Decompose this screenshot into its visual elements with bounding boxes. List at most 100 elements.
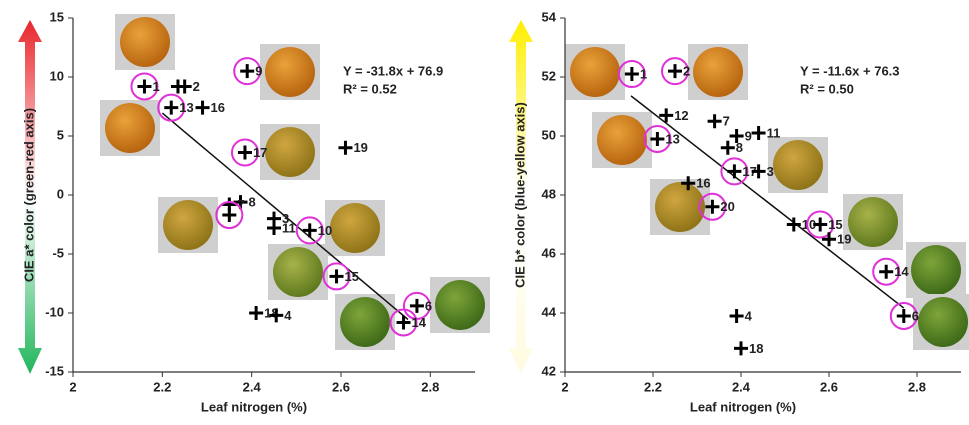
point [330, 269, 344, 283]
x-axis-title: Leaf nitrogen (%) [201, 399, 307, 414]
point-label: 9 [745, 128, 752, 143]
fruit-photo [265, 127, 315, 177]
x-tick-label: 2.6 [332, 379, 350, 394]
fruit-photo [273, 247, 323, 297]
y-tick-label: 10 [50, 68, 64, 83]
x-tick-label: 2.8 [421, 379, 439, 394]
point-label: 11 [767, 125, 781, 140]
point [240, 64, 254, 78]
point [222, 208, 236, 222]
y-tick-label: 5 [57, 127, 64, 142]
x-tick-label: 2.2 [644, 379, 662, 394]
point [668, 64, 682, 78]
point [164, 101, 178, 115]
point-label: 13 [665, 131, 679, 146]
figure: CIE a* color (green-red axis)-15-10-5051… [0, 0, 969, 425]
point-label: 12 [674, 108, 688, 123]
x-tick-label: 2 [561, 379, 568, 394]
point [178, 79, 192, 93]
point [137, 79, 151, 93]
page: CIE a* color (green-red axis)-15-10-5051… [0, 0, 969, 425]
fruit-photo [340, 297, 390, 347]
fruit-photo [848, 197, 898, 247]
r-squared: R² = 0.52 [343, 81, 397, 96]
point-label: 2 [193, 79, 200, 94]
point [196, 101, 210, 115]
equation: Y = -11.6x + 76.3 [800, 63, 900, 78]
y-tick-label: 15 [50, 9, 64, 24]
point [708, 114, 722, 128]
point [238, 146, 252, 160]
point-label: 16 [696, 176, 710, 191]
point-label: 2 [683, 64, 690, 79]
y-tick-label: -10 [45, 304, 64, 319]
x-tick-label: 2.4 [243, 379, 262, 394]
r-squared: R² = 0.50 [800, 81, 854, 96]
point-label: 1 [640, 66, 647, 81]
y-tick-label: 52 [542, 68, 556, 83]
point-label: 7 [723, 114, 730, 129]
x-tick-label: 2.4 [732, 379, 751, 394]
point [267, 221, 281, 235]
point [625, 67, 639, 81]
y-tick-label: -5 [52, 245, 64, 260]
point-label: 6 [912, 308, 919, 323]
fruit-photo [597, 115, 647, 165]
point-label: 3 [767, 164, 774, 179]
fruit-photo [120, 17, 170, 67]
x-tick-label: 2.8 [908, 379, 926, 394]
point-label: 14 [894, 264, 909, 279]
point [727, 164, 741, 178]
point-label: 14 [412, 315, 427, 330]
x-axis-title: Leaf nitrogen (%) [690, 399, 796, 414]
fruit-photo [265, 47, 315, 97]
fruit-photo [163, 200, 213, 250]
y-axis-title: CIE b* color (blue-yellow axis) [512, 102, 527, 288]
equation: Y = -31.8x + 76.9 [343, 63, 443, 78]
point [410, 299, 424, 313]
point-label: 1 [152, 79, 159, 94]
x-tick-label: 2 [69, 379, 76, 394]
point-label: 8 [736, 140, 743, 155]
point-label: 6 [425, 298, 432, 313]
point-label: 17 [253, 145, 267, 160]
y-tick-label: 42 [542, 363, 556, 378]
point [397, 315, 411, 329]
point [303, 223, 317, 237]
point-label: 9 [255, 64, 262, 79]
point [752, 126, 766, 140]
y-tick-label: 44 [542, 304, 557, 319]
fruit-photo [330, 203, 380, 253]
fruit-photo [911, 245, 961, 295]
fruit-photo [918, 297, 968, 347]
point-label: 11 [282, 220, 296, 235]
fruit-photo [693, 47, 743, 97]
point [730, 309, 744, 323]
fruit-photo [570, 47, 620, 97]
point-label: 19 [353, 140, 367, 155]
point [897, 309, 911, 323]
point-label: 19 [837, 232, 851, 247]
point-label: 20 [720, 199, 734, 214]
point-label: 18 [749, 341, 763, 356]
point-label: 8 [249, 195, 256, 210]
y-tick-label: 48 [542, 186, 556, 201]
point-label: 16 [211, 100, 225, 115]
point-label: 15 [828, 217, 842, 232]
x-tick-label: 2.6 [820, 379, 838, 394]
point [879, 265, 893, 279]
y-tick-label: 0 [57, 186, 64, 201]
point-label: 13 [179, 100, 193, 115]
point [650, 132, 664, 146]
point [721, 141, 735, 155]
y-tick-label: 46 [542, 245, 556, 260]
y-tick-label: 54 [542, 9, 557, 24]
y-tick-label: -15 [45, 363, 64, 378]
y-tick-label: 50 [542, 127, 556, 142]
point [822, 232, 836, 246]
fruit-photo [773, 140, 823, 190]
point [338, 141, 352, 155]
fruit-photo [105, 103, 155, 153]
x-tick-label: 2.2 [153, 379, 171, 394]
point [249, 306, 263, 320]
